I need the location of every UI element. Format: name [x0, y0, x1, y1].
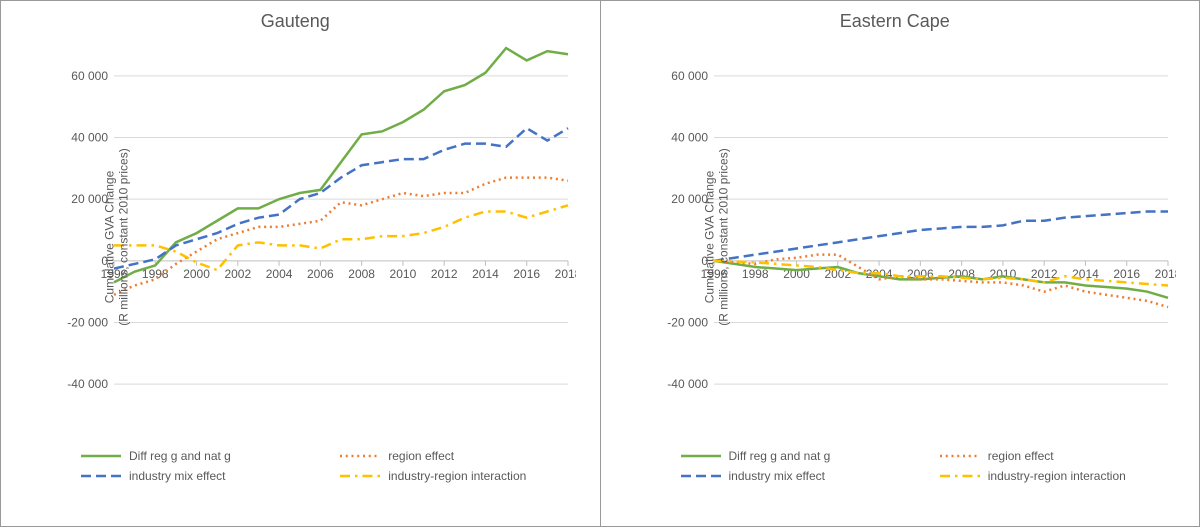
svg-text:2002: 2002 [224, 267, 251, 281]
legend-swatch-diff [81, 449, 121, 463]
plot-area-gauteng: Cumulative GVA Change (R millions, const… [66, 37, 580, 437]
legend-label: industry-region interaction [388, 469, 526, 483]
legend-label: industry mix effect [129, 469, 225, 483]
legend-label: industry-region interaction [988, 469, 1126, 483]
legend-item-industry-mix: industry mix effect [81, 469, 320, 483]
svg-text:60 000: 60 000 [671, 69, 708, 83]
legend-item-interaction: industry-region interaction [940, 469, 1179, 483]
svg-text:-40 000: -40 000 [667, 377, 708, 391]
svg-text:2018: 2018 [555, 267, 576, 281]
legend-label: Diff reg g and nat g [729, 449, 831, 463]
svg-text:2018: 2018 [1154, 267, 1175, 281]
legend-label: region effect [988, 449, 1054, 463]
legend-label: region effect [388, 449, 454, 463]
y-axis-label: Cumulative GVA Change (R millions, const… [702, 148, 731, 325]
legend-item-diff: Diff reg g and nat g [681, 449, 920, 463]
svg-text:2004: 2004 [266, 267, 293, 281]
legend-item-industry-mix: industry mix effect [681, 469, 920, 483]
legend-item-region: region effect [340, 449, 579, 463]
legend-swatch-industry-mix [81, 469, 121, 483]
panel-gauteng: Gauteng Cumulative GVA Change (R million… [1, 1, 601, 526]
svg-text:40 000: 40 000 [671, 131, 708, 145]
svg-text:2016: 2016 [513, 267, 540, 281]
svg-text:60 000: 60 000 [71, 69, 108, 83]
legend-item-diff: Diff reg g and nat g [81, 449, 320, 463]
legend-label: industry mix effect [729, 469, 825, 483]
svg-text:2012: 2012 [431, 267, 458, 281]
chart-title: Eastern Cape [611, 11, 1180, 32]
legend-swatch-interaction [340, 469, 380, 483]
legend-item-region: region effect [940, 449, 1179, 463]
chart-container: Gauteng Cumulative GVA Change (R million… [0, 0, 1200, 527]
legend-swatch-region [340, 449, 380, 463]
chart-title: Gauteng [11, 11, 580, 32]
svg-text:2016: 2016 [1113, 267, 1140, 281]
svg-text:40 000: 40 000 [71, 131, 108, 145]
chart-svg: -40 000-20 000020 00040 00060 0001996199… [666, 37, 1176, 437]
svg-text:-40 000: -40 000 [67, 377, 108, 391]
svg-text:2010: 2010 [390, 267, 417, 281]
svg-text:2006: 2006 [307, 267, 334, 281]
svg-text:2000: 2000 [183, 267, 210, 281]
legend: Diff reg g and nat g region effect indus… [81, 449, 580, 483]
legend-item-interaction: industry-region interaction [340, 469, 579, 483]
svg-text:2008: 2008 [348, 267, 375, 281]
y-axis-label: Cumulative GVA Change (R millions, const… [102, 148, 131, 325]
chart-svg: -40 000-20 000020 00040 00060 0001996199… [66, 37, 576, 437]
legend-label: Diff reg g and nat g [129, 449, 231, 463]
panel-eastern-cape: Eastern Cape Cumulative GVA Change (R mi… [601, 1, 1200, 526]
legend: Diff reg g and nat g region effect indus… [681, 449, 1180, 483]
plot-area-eastern-cape: Cumulative GVA Change (R millions, const… [666, 37, 1180, 437]
svg-text:2014: 2014 [472, 267, 499, 281]
